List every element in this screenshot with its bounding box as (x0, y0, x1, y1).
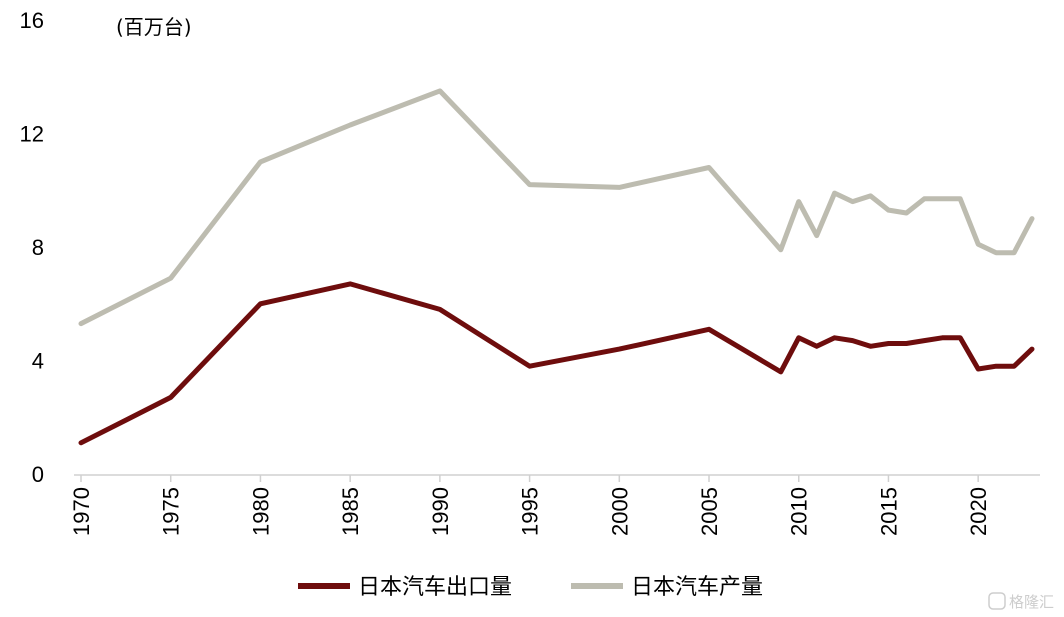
x-tick-label: 2020 (966, 487, 991, 536)
y-tick-label: 12 (20, 122, 44, 147)
y-tick-label: 0 (32, 462, 44, 487)
x-tick-label: 2015 (876, 487, 901, 536)
watermark-logo-icon (988, 592, 1006, 610)
y-tick-label: 8 (32, 235, 44, 260)
legend: 日本汽车出口量 日本汽车产量 (298, 575, 763, 600)
unit-label: (百万台) (116, 15, 192, 39)
x-tick-label: 1975 (159, 487, 184, 536)
legend-label-export: 日本汽车出口量 (358, 575, 512, 600)
x-tick-label: 1995 (518, 487, 543, 536)
watermark-text: 格隆汇 (1009, 593, 1054, 611)
y-axis: 0 4 8 12 16 (20, 8, 44, 487)
legend-item-production: 日本汽车产量 (571, 575, 763, 600)
x-tick-label: 2000 (607, 487, 632, 536)
legend-item-export: 日本汽车出口量 (298, 575, 512, 600)
x-tick-label: 1990 (428, 487, 453, 536)
x-tick-label: 1970 (69, 487, 94, 536)
watermark: 格隆汇 (988, 592, 1054, 611)
x-tick-label: 1980 (248, 487, 273, 536)
x-axis: 1970 1975 1980 1985 1990 1995 2000 2005 2010 2015… (69, 475, 991, 536)
x-tick-label: 2005 (697, 487, 722, 536)
x-tick-label: 1985 (338, 487, 363, 536)
series-export-line (78, 281, 1035, 446)
legend-label-production: 日本汽车产量 (631, 575, 763, 600)
y-tick-label: 16 (20, 8, 44, 33)
y-tick-label: 4 (32, 349, 44, 374)
x-tick-label: 2010 (787, 487, 812, 536)
series-layer (78, 88, 1035, 446)
series-production-line (78, 88, 1035, 327)
